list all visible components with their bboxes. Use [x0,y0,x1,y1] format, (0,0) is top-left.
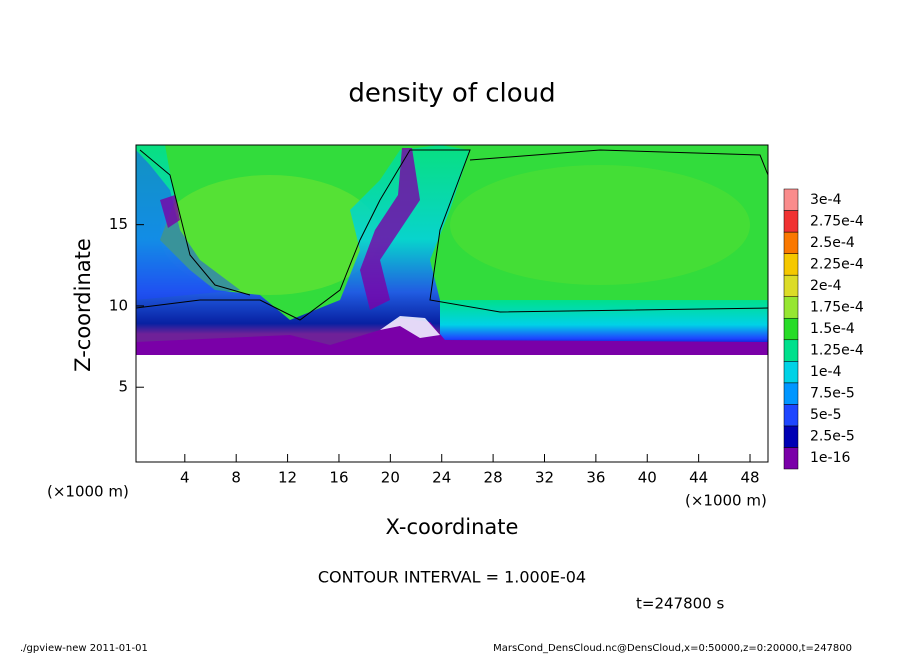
colorbar-label: 1e-16 [810,450,850,466]
field-turbulent [136,150,240,300]
colorbar-box [783,296,799,319]
colorbar-box [783,361,799,384]
colorbar-box [783,253,799,276]
x-tick-label: 24 [432,469,451,487]
colorbar-box [783,231,799,254]
contour-line [135,149,769,321]
field-base [136,318,768,355]
field-plume [360,148,420,310]
x-tick-label: 40 [638,469,657,487]
colorbar-label: 1.75e-4 [810,299,864,315]
field [135,145,769,355]
colorbar-box [783,447,799,470]
x-unit-left: (×1000 m) [47,483,129,501]
x-tick-label: 16 [329,469,348,487]
colorbar-label: 7.5e-5 [810,386,855,402]
field-light [160,175,380,295]
colorbar-box [783,274,799,297]
contour-interval: CONTOUR INTERVAL = 1.000E-04 [318,568,586,587]
x-tick-label: 20 [381,469,400,487]
colorbar-label: 1e-4 [810,364,842,380]
field-turbulent [136,145,470,355]
y-tick-label: 5 [118,378,128,396]
colorbar-box [783,382,799,405]
colorbar-label: 2.5e-5 [810,429,855,445]
colorbar-label: 3e-4 [810,192,842,208]
x-tick-label: 32 [535,469,554,487]
field-plume [160,195,180,228]
time-label: t=247800 s [636,595,724,613]
colorbar-label: 5e-5 [810,407,841,423]
colorbar-label: 2.25e-4 [810,256,864,272]
colorbar-box [783,404,799,427]
y-tick-label: 10 [109,296,128,314]
footer-right: MarsCond_DensCloud.nc@DensCloud,x=0:5000… [493,643,852,654]
colorbar-label: 1.25e-4 [810,343,864,359]
x-tick-label: 12 [278,469,297,487]
x-unit-right: (×1000 m) [685,492,767,510]
x-axis-label: X-coordinate [386,515,519,539]
colorbar-box [783,339,799,362]
plot-frame [135,144,769,463]
colorbar-label: 1.5e-4 [810,321,855,337]
x-tick-label: 28 [484,469,503,487]
colorbar-label: 2.5e-4 [810,235,855,251]
colorbar-box [783,210,799,233]
y-axis-label: Z-coordinate [71,238,95,372]
field-hump [380,316,440,338]
field-light [450,165,750,285]
x-tick-label: 44 [689,469,708,487]
colorbar-label: 2e-4 [810,278,842,294]
x-tick-label: 36 [586,469,605,487]
chart-title: density of cloud [348,79,555,109]
contour-line [139,149,251,296]
y-tick-label: 15 [109,215,128,233]
colorbar-box [783,188,799,211]
colorbar-label: 2.75e-4 [810,213,864,229]
x-tick-label: 4 [180,469,190,487]
x-tick-label: 48 [740,469,759,487]
contour-line [469,149,769,176]
footer-left: ./gpview-new 2011-01-01 [20,643,148,654]
colorbar-box [783,317,799,341]
x-tick-label: 8 [231,469,241,487]
colorbar-box [783,425,799,448]
